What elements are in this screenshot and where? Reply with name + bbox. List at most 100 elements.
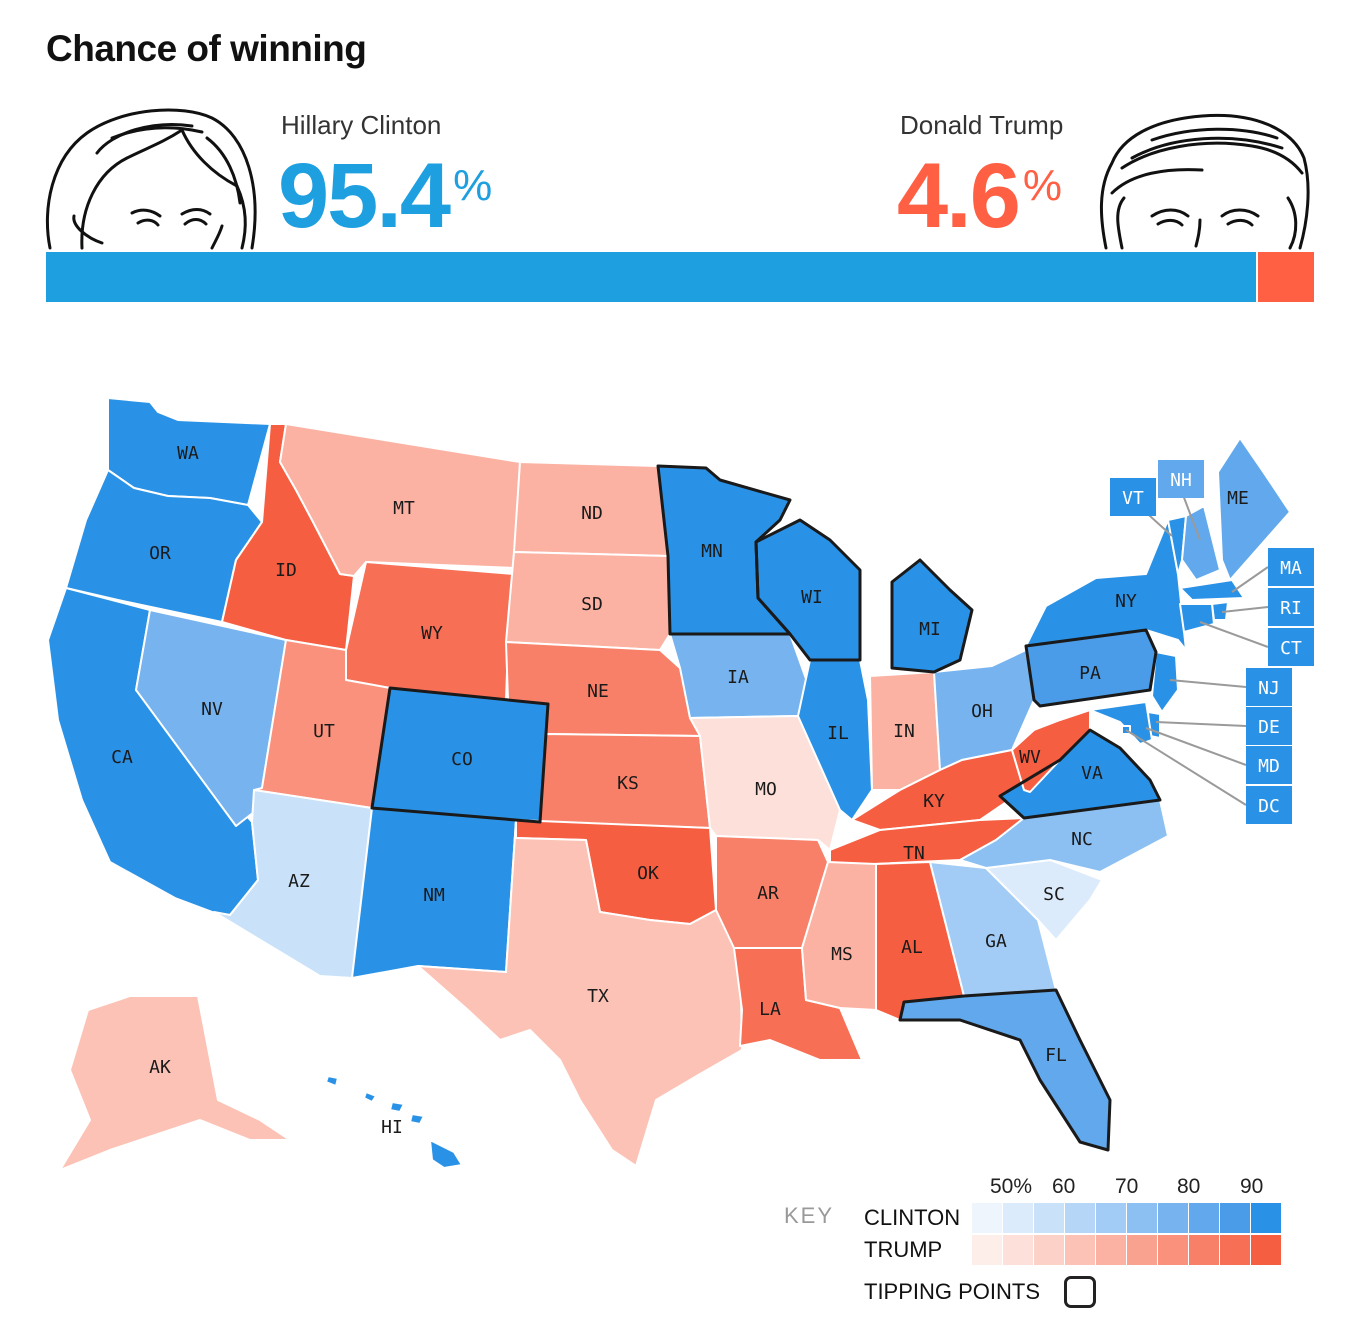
state-ak[interactable] <box>59 995 291 1171</box>
trump-pct-sign: % <box>1022 161 1062 210</box>
state-label-sc: SC <box>1043 884 1065 905</box>
state-box-ct[interactable] <box>1268 628 1314 666</box>
state-hi-part-1[interactable] <box>325 1075 339 1087</box>
state-label-la: LA <box>759 999 781 1020</box>
state-label-nm: NM <box>423 885 445 906</box>
state-label-fl: FL <box>1045 1045 1067 1066</box>
state-nh[interactable] <box>1181 505 1221 581</box>
state-label-pa: PA <box>1079 663 1101 684</box>
key-clinton-swatch-3 <box>1034 1203 1064 1233</box>
state-box-nj[interactable] <box>1246 668 1292 706</box>
key-clinton-swatch-9 <box>1220 1203 1250 1233</box>
key-tick-80: 80 <box>1177 1175 1201 1198</box>
state-label-ia: IA <box>727 667 749 688</box>
state-label-sd: SD <box>581 594 603 615</box>
state-me[interactable] <box>1217 437 1291 581</box>
state-ny[interactable] <box>1025 519 1187 651</box>
state-label-az: AZ <box>288 871 310 892</box>
state-label-or: OR <box>149 543 171 564</box>
key-clinton-swatch-6 <box>1127 1203 1157 1233</box>
key-clinton-swatch-4 <box>1065 1203 1095 1233</box>
state-box-dc[interactable] <box>1246 786 1292 824</box>
key-trump-swatch-4 <box>1065 1235 1095 1265</box>
trump-pct-value: 4.6 <box>897 145 1021 247</box>
key-trump-swatch-8 <box>1189 1235 1219 1265</box>
state-label-ms: MS <box>831 944 853 965</box>
key-trump-label: TRUMP <box>864 1237 943 1262</box>
trump-name: Donald Trump <box>900 110 1064 140</box>
state-sd[interactable] <box>505 551 671 651</box>
tipping-outline-va <box>998 728 1162 820</box>
state-label-ar: AR <box>757 883 779 904</box>
clinton-portrait-illustration <box>45 108 257 250</box>
state-label-mn: MN <box>701 541 723 562</box>
state-hi[interactable] <box>429 1139 463 1169</box>
state-tx[interactable] <box>417 819 743 1167</box>
state-box-label-ri: RI <box>1280 598 1302 619</box>
state-nc[interactable] <box>959 799 1169 873</box>
clinton-percentage: 95.4% <box>278 150 492 242</box>
state-label-il: IL <box>827 723 849 744</box>
tipping-outline-pa <box>1024 628 1158 708</box>
state-ga[interactable] <box>929 861 1057 997</box>
win-probability-bar <box>46 252 1314 302</box>
state-box-nh[interactable] <box>1158 460 1204 498</box>
state-ct[interactable] <box>1179 603 1215 633</box>
trump-probability-segment <box>1258 252 1314 302</box>
leader-line-dc <box>1125 729 1247 806</box>
state-nj[interactable] <box>1151 651 1179 713</box>
state-label-co: CO <box>451 749 473 770</box>
key-trump-swatch-3 <box>1034 1235 1064 1265</box>
state-label-me: ME <box>1227 488 1249 509</box>
state-label-ak: AK <box>149 1057 171 1078</box>
state-il[interactable] <box>797 659 873 821</box>
state-label-oh: OH <box>971 701 993 722</box>
state-label-in: IN <box>893 721 915 742</box>
state-box-ri[interactable] <box>1268 588 1314 626</box>
state-box-ma[interactable] <box>1268 548 1314 586</box>
tipping-outline-mi <box>890 558 974 674</box>
key-clinton-swatch-8 <box>1189 1203 1219 1233</box>
leader-line-md <box>1145 727 1247 766</box>
state-label-mt: MT <box>393 498 415 519</box>
state-label-ky: KY <box>923 791 945 812</box>
state-box-md[interactable] <box>1246 746 1292 784</box>
key-trump-swatch-2 <box>1003 1235 1033 1265</box>
state-hi-part-2[interactable] <box>363 1091 377 1103</box>
state-box-label-de: DE <box>1258 717 1280 738</box>
state-hi-part-4[interactable] <box>409 1113 425 1125</box>
state-box-label-md: MD <box>1258 756 1280 777</box>
key-trump-swatch-9 <box>1220 1235 1250 1265</box>
key-label: KEY <box>784 1203 835 1228</box>
state-box-de[interactable] <box>1246 707 1292 745</box>
state-label-hi: HI <box>381 1117 403 1138</box>
state-box-label-ma: MA <box>1280 558 1302 579</box>
state-label-wy: WY <box>421 623 443 644</box>
state-label-wa: WA <box>177 443 199 464</box>
trump-percentage: 4.6% <box>897 150 1062 242</box>
key-clinton-swatch-1 <box>972 1203 1002 1233</box>
state-ma[interactable] <box>1179 579 1245 601</box>
state-fl[interactable] <box>899 989 1111 1151</box>
state-label-nv: NV <box>201 699 223 720</box>
state-label-tx: TX <box>587 986 609 1007</box>
state-label-nc: NC <box>1071 829 1093 850</box>
key-clinton-label: CLINTON <box>864 1205 961 1230</box>
state-label-mo: MO <box>755 779 777 800</box>
state-hi-part-3[interactable] <box>389 1101 405 1113</box>
key-trump-swatch-5 <box>1096 1235 1126 1265</box>
leader-line-nj <box>1169 679 1247 688</box>
trump-portrait-illustration <box>1099 113 1310 250</box>
state-label-wv: WV <box>1019 747 1041 768</box>
tipping-point-outline-swatch <box>1064 1276 1096 1308</box>
clinton-pct-value: 95.4 <box>278 145 451 247</box>
state-label-ks: KS <box>617 773 639 794</box>
state-box-vt[interactable] <box>1110 478 1156 516</box>
state-label-ca: CA <box>111 747 133 768</box>
state-label-ok: OK <box>637 863 659 884</box>
key-tick-50: 50% <box>990 1175 1033 1198</box>
key-tick-70: 70 <box>1115 1175 1139 1198</box>
key-clinton-swatch-5 <box>1096 1203 1126 1233</box>
leader-line-ri <box>1221 606 1269 613</box>
key-tick-60: 60 <box>1052 1175 1076 1198</box>
